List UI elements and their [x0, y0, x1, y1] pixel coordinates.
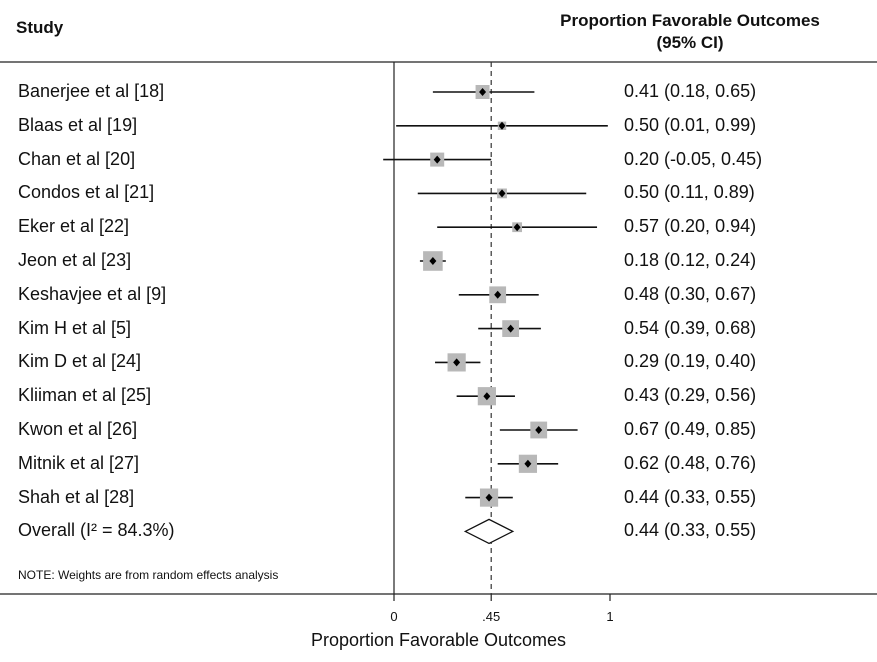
- study-point-estimate: [453, 358, 461, 367]
- study-ci-text: 0.20 (-0.05, 0.45): [624, 148, 763, 169]
- study-label: Kim H et al [5]: [18, 317, 132, 338]
- study-column-header: Study: [16, 18, 64, 37]
- study-label: Jeon et al [23]: [18, 250, 132, 270]
- study-point-estimate: [494, 290, 502, 299]
- study-label: Kwon et al [26]: [18, 419, 138, 439]
- study-point-estimate: [524, 459, 532, 468]
- study-ci-text: 0.50 (0.11, 0.89): [624, 182, 755, 203]
- study-ci-text: 0.41 (0.18, 0.65): [624, 81, 757, 101]
- study-label: Chan et al [20]: [18, 148, 136, 169]
- study-label: Eker et al [22]: [18, 216, 130, 237]
- overall-diamond: [463, 518, 515, 545]
- study-label: Kliiman et al [25]: [18, 385, 152, 406]
- study-point-estimate: [498, 121, 506, 130]
- study-ci-text: 0.54 (0.39, 0.68): [624, 317, 757, 338]
- study-label: Shah et al [28]: [18, 486, 135, 507]
- study-ci-text: 0.43 (0.29, 0.56): [624, 385, 757, 406]
- study-label: Mitnik et al [27]: [18, 452, 140, 473]
- study-label: Condos et al [21]: [18, 182, 155, 203]
- study-point-estimate: [483, 392, 491, 401]
- study-point-estimate: [507, 324, 515, 333]
- effect-header-line1: Proportion Favorable Outcomes: [560, 11, 820, 30]
- study-label: Blaas et al [19]: [18, 114, 138, 135]
- x-tick-label: 0: [390, 609, 398, 624]
- overall-ci-text: 0.44 (0.33, 0.55): [624, 520, 757, 541]
- weights-note: NOTE: Weights are from random effects an…: [18, 568, 279, 582]
- study-label: Keshavjee et al [9]: [18, 283, 167, 304]
- study-ci-text: 0.18 (0.12, 0.24): [624, 250, 757, 270]
- study-point-estimate: [433, 155, 441, 164]
- overall-label: Overall (I² = 84.3%): [18, 520, 175, 541]
- study-point-estimate: [535, 426, 543, 434]
- x-axis-label: Proportion Favorable Outcomes: [310, 630, 567, 650]
- x-tick-label: 1: [606, 609, 614, 624]
- study-ci-text: 0.67 (0.49, 0.85): [624, 419, 757, 439]
- study-label: Kim D et al [24]: [18, 351, 142, 372]
- study-ci-text: 0.44 (0.33, 0.55): [624, 486, 757, 507]
- study-ci-text: 0.48 (0.30, 0.67): [624, 283, 757, 304]
- study-point-estimate: [485, 493, 493, 502]
- study-point-estimate: [513, 223, 521, 232]
- study-point-estimate: [429, 257, 437, 265]
- study-point-estimate: [498, 189, 506, 198]
- study-ci-text: 0.57 (0.20, 0.94): [624, 216, 757, 237]
- study-ci-text: 0.62 (0.48, 0.76): [624, 452, 757, 473]
- study-point-estimate: [479, 88, 487, 96]
- study-ci-text: 0.29 (0.19, 0.40): [624, 351, 757, 372]
- effect-header-line2: (95% CI): [656, 33, 724, 52]
- effect-column-header: Proportion Favorable Outcomes (95% CI): [505, 10, 875, 54]
- study-ci-text: 0.50 (0.01, 0.99): [624, 114, 757, 135]
- x-tick-label: .45: [482, 609, 501, 624]
- study-label: Banerjee et al [18]: [18, 81, 165, 101]
